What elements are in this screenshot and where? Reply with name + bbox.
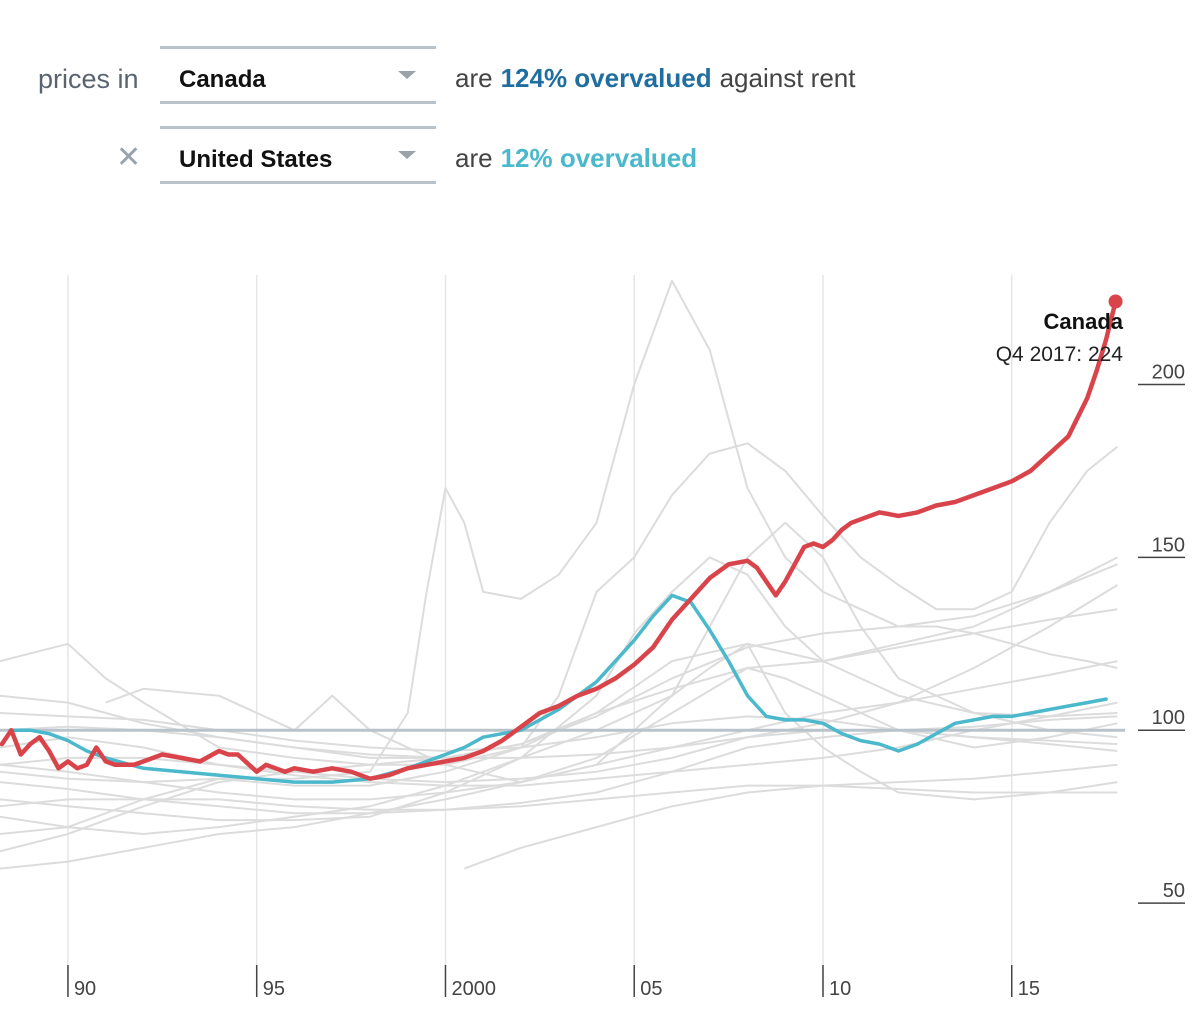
main-lines: [0, 299, 1125, 784]
y-tick-label: 50: [1163, 880, 1185, 902]
background-series-line: [0, 556, 1118, 822]
secondary-country-select[interactable]: United States: [160, 126, 436, 184]
background-series-line: [0, 715, 1118, 815]
x-tick-label: 90: [74, 978, 96, 1000]
secondary-overvaluation-value: 12% overvalued: [500, 143, 698, 173]
background-series-line: [0, 667, 1118, 870]
price-to-rent-chart: 90 95 2000 05 10 15 50 100 150 200 Canada Q4 2017:…: [0, 275, 1185, 1000]
chart-annotation: Canada Q4 2017: 224: [996, 294, 1124, 366]
annotation-value: Q4 2017: 224: [996, 343, 1124, 366]
x-tick-label: 95: [263, 978, 285, 1000]
x-tick-label: 10: [829, 978, 851, 1000]
background-series-line: [0, 442, 1119, 835]
primary-country-value: Canada: [179, 66, 266, 93]
x-tick-label: 15: [1018, 978, 1040, 1000]
chart-axis: 90 95 2000 05 10 15 50 100 150 200: [67, 361, 1185, 1000]
chevron-down-icon: [398, 71, 416, 79]
canada-series-line: [0, 299, 1118, 781]
background-series-line: [0, 584, 1118, 759]
background-series-line: [0, 701, 1118, 787]
annotation-title: Canada: [1044, 309, 1124, 334]
y-tick-label: 100: [1152, 707, 1185, 729]
background-series-line: [0, 642, 1118, 835]
y-tick-label: 150: [1152, 534, 1185, 556]
background-lines: [0, 279, 1119, 870]
secondary-statement: are 12% overvalued: [455, 143, 697, 174]
controls: prices in Canada are 124% overvalued again…: [0, 0, 1200, 210]
x-tick-label: 2000: [451, 978, 496, 1000]
primary-overvaluation-value: 124% overvalued: [500, 63, 712, 93]
secondary-country-value: United States: [179, 146, 333, 173]
y-tick-label: 200: [1152, 361, 1185, 383]
secondary-country-row: ✕ United States are 12% overvalued: [0, 126, 1200, 188]
primary-statement-suffix: against rent: [719, 63, 856, 93]
primary-country-row: prices in Canada are 124% overvalued again…: [0, 46, 1200, 108]
x-tick-label: 05: [640, 978, 662, 1000]
background-series-line: [0, 556, 1118, 766]
prefix-text: prices in: [38, 64, 139, 94]
canada-endpoint-dot: [1108, 294, 1123, 309]
primary-statement-verb: are: [455, 63, 493, 93]
background-series-line: [463, 763, 1118, 870]
chart-grid: [67, 275, 1013, 995]
primary-country-select[interactable]: Canada: [160, 46, 436, 104]
primary-statement: are 124% overvalued against rent: [455, 63, 855, 94]
background-series-line: [0, 784, 1118, 811]
close-icon[interactable]: ✕: [116, 141, 142, 174]
chevron-down-icon: [398, 151, 416, 159]
united-states-series-line: [9, 593, 1108, 784]
secondary-statement-verb: are: [455, 143, 493, 173]
